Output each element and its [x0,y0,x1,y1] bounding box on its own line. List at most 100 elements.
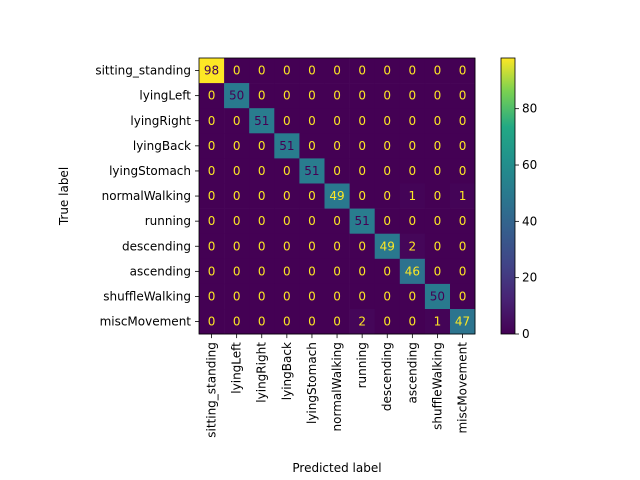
heatmap-cell [199,158,225,184]
cell-value-label: 0 [434,239,442,253]
heatmap-cell [299,258,325,285]
x-axis-label: Predicted label [292,461,381,475]
heatmap-cell [374,183,401,209]
heatmap-cell [249,108,275,134]
cell-value-label: 98 [204,64,219,78]
heatmap-cell [299,158,325,184]
cell-value-label: 0 [308,264,316,278]
heatmap-cell [324,208,350,234]
cell-value-label: 0 [434,164,442,178]
cell-value-label: 0 [358,139,366,153]
heatmap-cell [399,58,426,84]
cell-value-label: 0 [358,264,366,278]
cell-value-label: 0 [208,139,216,153]
cell-value-label: 46 [405,264,420,278]
cell-value-label: 0 [383,89,391,103]
heatmap-cell [349,58,375,84]
cell-value-label: 0 [283,289,291,303]
cell-value-label: 0 [434,189,442,203]
heatmap-cell [450,208,476,234]
heatmap-cell [349,208,375,234]
cell-value-label: 0 [208,264,216,278]
heatmap-cell [299,309,325,335]
heatmap-cell [374,283,401,310]
cell-value-label: 47 [455,315,470,329]
heatmap-cell [274,183,300,209]
cell-value-label: 0 [333,214,341,228]
heatmap-cell [299,83,325,109]
cell-value-label: 0 [233,164,241,178]
cell-value-label: 49 [380,239,395,253]
heatmap-cell [424,309,451,335]
heatmap-cell [374,233,401,260]
cell-value-label: 0 [383,139,391,153]
heatmap-cell [349,258,375,285]
heatmap-cell [424,83,451,109]
y-tick-label: lyingLeft [139,89,191,103]
cell-value-label: 0 [233,289,241,303]
heatmap-cell [249,258,275,285]
cell-value-label: 0 [434,114,442,128]
cell-value-label: 0 [208,239,216,253]
cell-value-label: 0 [383,264,391,278]
cell-value-label: 0 [208,89,216,103]
cell-value-label: 50 [229,89,244,103]
heatmap-cell [399,258,426,285]
heatmap-cell [324,183,350,209]
heatmap-cell [374,58,401,84]
cell-value-label: 0 [258,264,266,278]
cell-value-label: 0 [258,139,266,153]
heatmap-cell [324,309,350,335]
heatmap-cell [324,83,350,109]
heatmap-cell [224,233,250,260]
heatmap-cell [299,133,325,159]
cell-value-label: 0 [308,289,316,303]
heatmap-cell [399,108,426,134]
cell-value-label: 0 [333,164,341,178]
cell-value-label: 0 [233,315,241,329]
heatmap-cell [324,58,350,84]
cell-value-label: 0 [308,189,316,203]
cell-value-label: 0 [434,214,442,228]
heatmap-cell [349,133,375,159]
heatmap-cell [249,233,275,260]
cell-value-label: 0 [459,264,467,278]
x-tick-label: ascending [405,342,419,403]
cell-value-label: 0 [383,315,391,329]
heatmap-cell [399,83,426,109]
cell-value-label: 0 [434,139,442,153]
y-tick-label: shuffleWalking [103,289,191,303]
heatmap-cell [224,283,250,310]
y-tick-label: running [145,214,191,228]
x-tick-label: running [355,342,369,388]
colorbar-tick-label: 60 [522,158,537,172]
cell-value-label: 51 [279,139,294,153]
cell-value-label: 1 [409,189,417,203]
cell-value-label: 0 [283,64,291,78]
cell-value-label: 0 [459,64,467,78]
cell-value-label: 0 [283,315,291,329]
heatmap-cell [324,258,350,285]
cell-value-label: 0 [358,289,366,303]
cell-value-label: 0 [459,214,467,228]
heatmap-cell [399,133,426,159]
cell-value-label: 0 [233,139,241,153]
heatmap-cell [249,183,275,209]
x-tick-label: lyingStomach [305,342,319,424]
heatmap-cell [274,233,300,260]
cell-value-label: 0 [409,315,417,329]
cell-value-label: 0 [383,189,391,203]
cell-value-label: 51 [355,214,370,228]
cell-value-label: 0 [258,239,266,253]
heatmap-cell [249,83,275,109]
heatmap-cell [349,183,375,209]
cell-value-label: 0 [383,289,391,303]
cell-value-label: 0 [308,139,316,153]
heatmap-cell [224,58,250,84]
heatmap-cell [324,233,350,260]
heatmap-cell [424,133,451,159]
cell-value-label: 0 [208,189,216,203]
cell-value-label: 2 [409,239,417,253]
x-tick-label: miscMovement [456,342,470,434]
colorbar: 0 20 40 60 80 [500,57,537,341]
